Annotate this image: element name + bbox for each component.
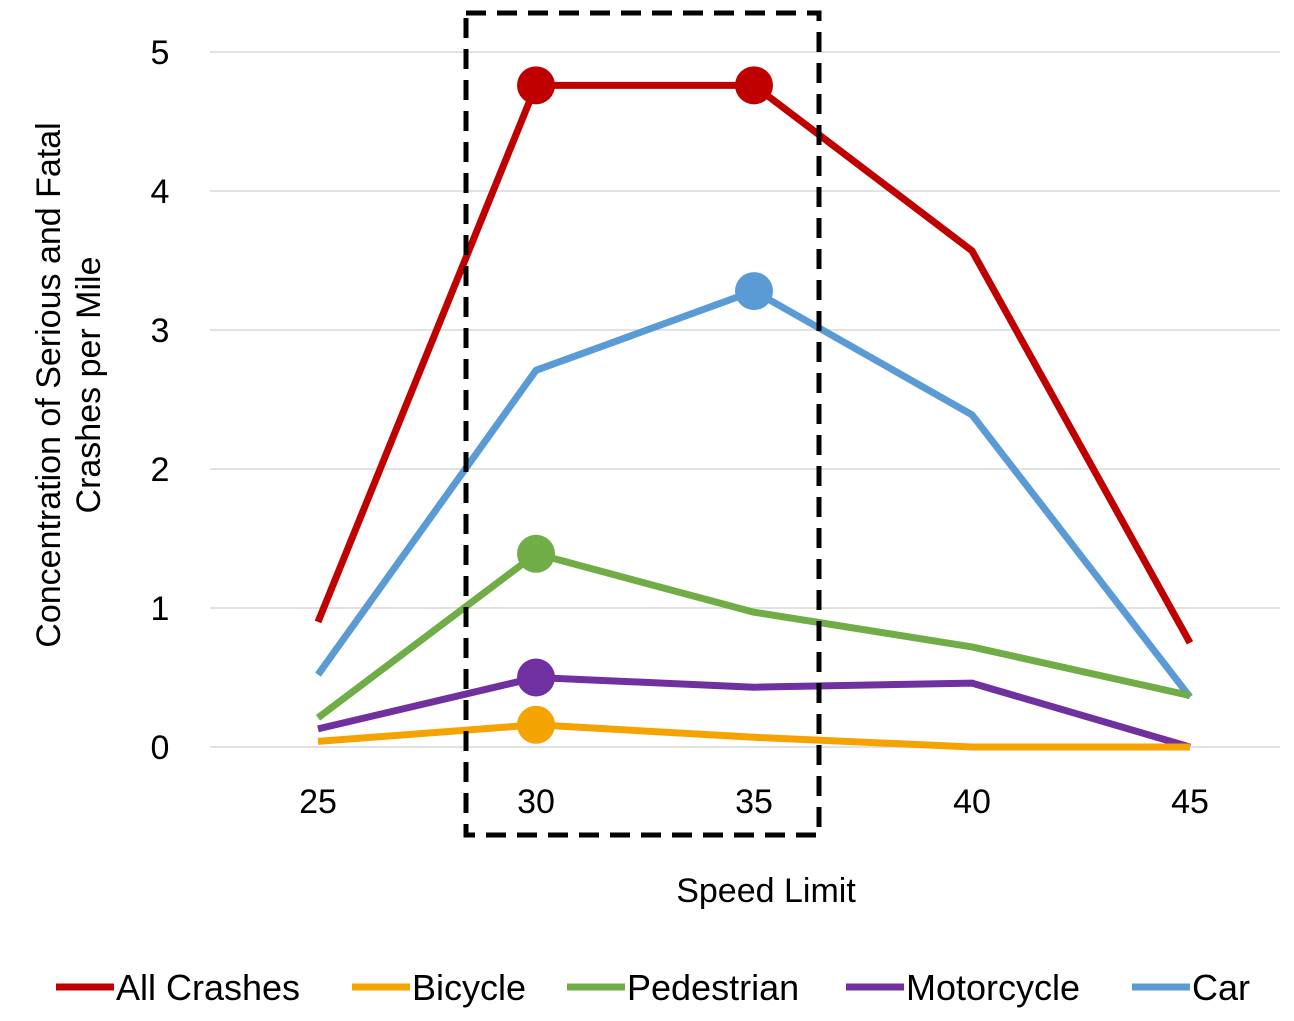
y-tick-label: 2: [151, 451, 170, 489]
marker-motorcycle: [517, 658, 555, 697]
series-line-bicycle: [317, 721, 1190, 751]
y-axis-title-line-2: Crashes per Mile: [70, 257, 108, 514]
x-tick-label: 35: [735, 783, 773, 821]
marker-pedestrian: [517, 534, 555, 573]
y-axis-title: Concentration of Serious and Fatal Crash…: [30, 122, 108, 647]
series-line-motorcycle: [317, 674, 1191, 751]
y-tick-label: 3: [151, 312, 170, 350]
highlight-box: [463, 10, 822, 838]
y-tick-label: 0: [151, 729, 170, 767]
legend: All Crashes Bicycle Pedestrian Motorcycle Ca…: [56, 967, 1250, 1008]
x-axis-tick-labels: 25 30 35 40 45: [299, 783, 1209, 821]
series-lines: [314, 81, 1194, 751]
marker-all-crashes: [517, 66, 555, 105]
y-tick-label: 5: [151, 34, 170, 72]
legend-label: Car: [1192, 967, 1250, 1008]
x-tick-label: 45: [1171, 783, 1209, 821]
marker-car: [735, 272, 773, 311]
legend-label: Bicycle: [412, 967, 526, 1008]
marker-bicycle: [517, 705, 555, 744]
x-axis-title: Speed Limit: [676, 872, 856, 910]
legend-label: All Crashes: [116, 967, 300, 1008]
x-tick-label: 30: [517, 783, 555, 821]
marker-all-crashes: [735, 66, 773, 105]
gridlines: [210, 51, 1280, 748]
y-axis-tick-labels: 0 1 2 3 4 5: [151, 34, 170, 767]
x-tick-label: 40: [953, 783, 991, 821]
legend-label: Motorcycle: [906, 967, 1080, 1008]
x-tick-label: 25: [299, 783, 337, 821]
series-line-all-crashes: [314, 81, 1194, 645]
series-line-pedestrian: [315, 550, 1191, 721]
series-markers: [517, 66, 773, 744]
legend-label: Pedestrian: [627, 967, 799, 1008]
y-tick-label: 1: [151, 590, 170, 628]
y-axis-title-line-1: Concentration of Serious and Fatal: [30, 122, 68, 647]
series-line-car: [315, 287, 1193, 700]
y-tick-label: 4: [151, 173, 170, 211]
